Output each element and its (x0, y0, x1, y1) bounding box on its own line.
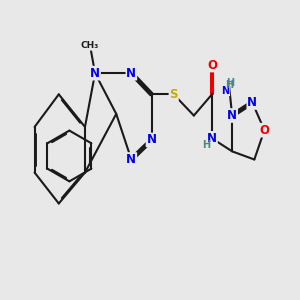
Text: H: H (225, 80, 233, 90)
Text: H: H (202, 140, 211, 150)
Text: N: N (227, 109, 237, 122)
Text: N: N (207, 132, 217, 145)
Text: N: N (126, 67, 136, 80)
Text: N: N (146, 134, 157, 146)
Text: O: O (260, 124, 269, 137)
Text: H: H (226, 78, 235, 88)
Text: S: S (169, 88, 178, 101)
Text: O: O (207, 58, 217, 71)
Text: N: N (126, 153, 136, 166)
Text: N: N (221, 86, 230, 96)
Text: N: N (90, 67, 100, 80)
Text: N: N (247, 96, 257, 109)
Text: CH₃: CH₃ (81, 41, 99, 50)
